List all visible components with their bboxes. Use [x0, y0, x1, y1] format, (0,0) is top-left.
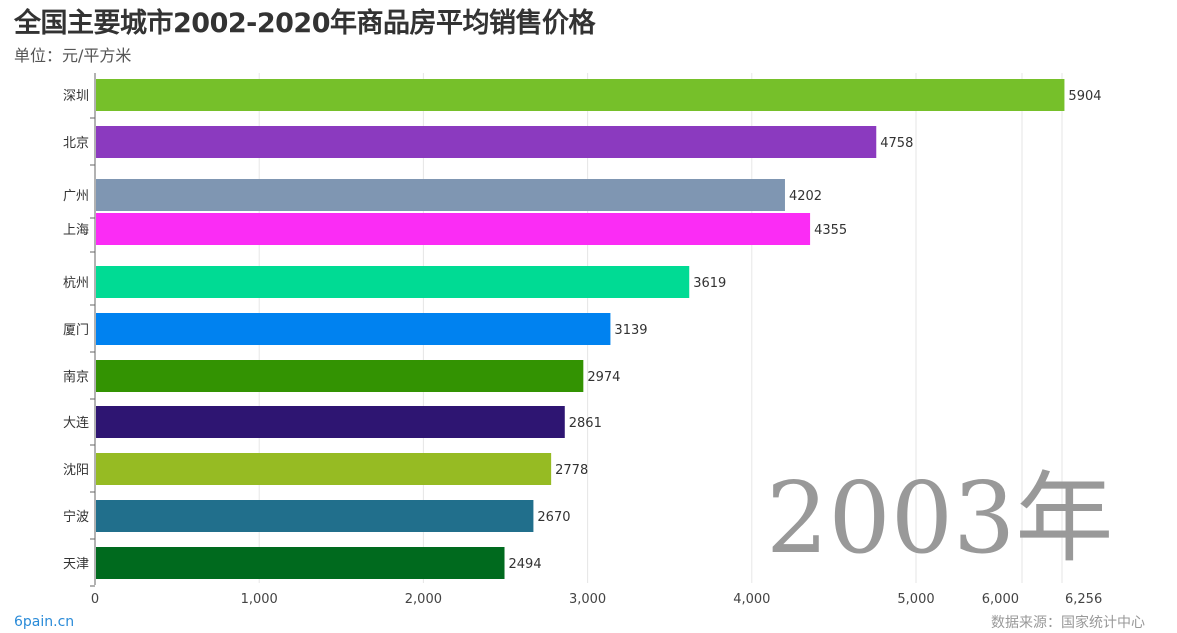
x-tick-label: 1,000 — [241, 592, 278, 607]
data-source: 数据来源：国家统计中心 — [991, 615, 1145, 631]
y-tick-label: 深圳 — [63, 89, 89, 104]
y-tick-label: 宁波 — [63, 509, 89, 525]
bar-value-label: 2778 — [555, 463, 588, 478]
y-tick-label: 厦门 — [63, 323, 89, 338]
bar-value-label: 2670 — [537, 510, 570, 525]
bar-value-label: 2494 — [509, 557, 542, 572]
x-tick-label: 6,256 — [1065, 592, 1102, 607]
bar-value-label: 2861 — [569, 416, 602, 431]
bar-value-label: 3619 — [693, 276, 726, 291]
bar-value-label: 4355 — [814, 223, 847, 238]
x-tick-label: 6,000 — [982, 592, 1019, 607]
x-tick-label: 2,000 — [405, 592, 442, 607]
y-tick-label: 天津 — [63, 557, 89, 572]
bar-深圳 — [96, 79, 1065, 111]
bar-沈阳 — [96, 453, 552, 485]
x-tick-label: 3,000 — [569, 592, 606, 607]
bar-广州 — [96, 179, 785, 211]
bar-杭州 — [96, 266, 690, 298]
year-label: 2003年 — [766, 462, 1114, 576]
x-tick-label: 4,000 — [733, 592, 770, 607]
y-tick-label: 南京 — [63, 369, 89, 385]
x-tick-label: 0 — [91, 592, 99, 607]
bar-value-label: 3139 — [614, 323, 647, 338]
bar-南京 — [96, 360, 584, 392]
bar-天津 — [96, 547, 505, 579]
y-tick-label: 杭州 — [63, 276, 89, 291]
y-tick-label: 沈阳 — [63, 463, 89, 478]
x-tick-label: 5,000 — [897, 592, 934, 607]
site-link[interactable]: 6pain.cn — [14, 614, 75, 630]
bar-value-label: 5904 — [1068, 89, 1101, 104]
bar-value-label: 4202 — [789, 189, 822, 204]
chart-subtitle: 单位：元/平方米 — [14, 46, 132, 65]
bar-value-label: 2974 — [587, 370, 620, 385]
bar-宁波 — [96, 500, 534, 532]
y-tick-label: 广州 — [63, 189, 89, 204]
bar-大连 — [96, 406, 565, 438]
chart-title: 全国主要城市2002-2020年商品房平均销售价格 — [14, 8, 596, 39]
y-tick-label: 大连 — [63, 415, 89, 431]
bar-北京 — [96, 126, 877, 158]
bar-value-label: 4758 — [880, 136, 913, 151]
y-tick-label: 上海 — [63, 223, 89, 238]
bar-上海 — [96, 213, 811, 245]
bar-厦门 — [96, 313, 611, 345]
y-tick-label: 北京 — [63, 136, 89, 151]
